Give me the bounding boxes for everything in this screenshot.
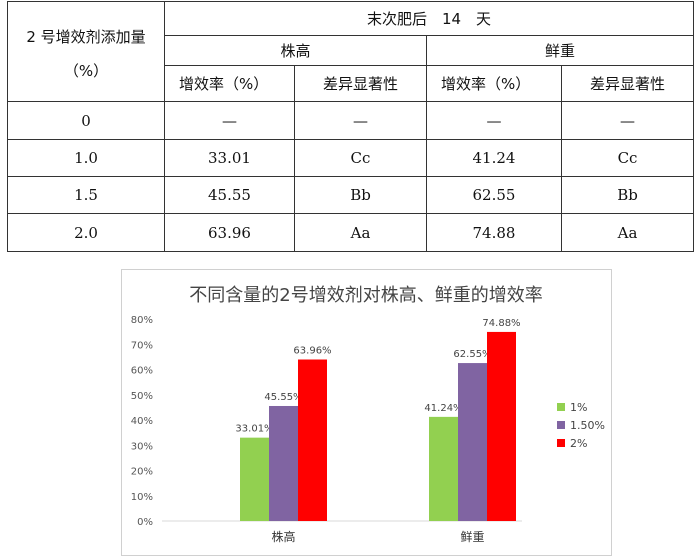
bar-data-label: 33.01% <box>235 424 273 435</box>
x-axis: 株高 鲜重 <box>271 529 484 544</box>
table-row: 1.0 33.01 Cc 41.24 Cc <box>7 139 695 177</box>
bar-株高-1% <box>240 437 269 521</box>
chart-canvas: 不同含量的2号增效剂对株高、鲜重的增效率 0% 10% 20% 30% 40% 50% 60… <box>131 285 605 544</box>
weight-rate-cell: 41.24 <box>426 139 562 177</box>
height-rate-cell: 45.55 <box>164 176 295 214</box>
y-tick-label: 30% <box>131 441 153 452</box>
weight-sig-cell: Bb <box>560 176 695 214</box>
x-category-label: 鲜重 <box>460 530 484 544</box>
bars: 33.01% 41.24% 45.55% 62.55% 63.96% 74.88% <box>235 318 521 521</box>
legend-swatch <box>557 439 565 447</box>
legend: 1% 1.50% 2% <box>557 401 605 450</box>
table-row: 0 — — — — <box>7 101 695 140</box>
dose-header: 2 号增效剂添加量 （%） <box>7 1 165 102</box>
plant-height-header: 株高 <box>164 35 427 66</box>
height-sig-cell: Aa <box>294 213 427 252</box>
weight-rate-cell: 62.55 <box>426 176 562 214</box>
weight-sig-cell: — <box>560 101 695 140</box>
bar-鲜重-2% <box>487 331 516 521</box>
height-rate-cell: — <box>164 101 295 140</box>
legend-label: 1.50% <box>570 419 605 432</box>
y-tick-label: 80% <box>131 315 153 326</box>
y-tick-label: 10% <box>131 492 153 503</box>
dose-header-line1: 2 号增效剂添加量 <box>26 28 146 46</box>
y-tick-label: 60% <box>131 366 153 377</box>
dose-cell: 0 <box>7 101 165 140</box>
bar-data-label: 63.96% <box>293 346 331 357</box>
time-header: 末次肥后 14 天 <box>163 1 695 36</box>
data-table: 2 号增效剂添加量 （%） 末次肥后 14 天 株高 鲜重 增效率（%） 差异显… <box>7 1 695 252</box>
weight-sig-cell: Aa <box>560 213 695 252</box>
y-tick-label: 70% <box>131 340 153 351</box>
legend-label: 1% <box>570 401 587 414</box>
legend-swatch <box>557 403 565 411</box>
x-category-label: 株高 <box>271 529 295 544</box>
bar-data-label: 41.24% <box>424 403 462 414</box>
height-sig-cell: Bb <box>294 176 427 214</box>
bar-data-label: 62.55% <box>453 349 491 360</box>
y-tick-label: 20% <box>131 467 153 478</box>
weight-rate-cell: 74.88 <box>426 213 562 252</box>
height-rate-cell: 33.01 <box>164 139 295 177</box>
weight-sig-header: 差异显著性 <box>560 65 695 102</box>
weight-rate-header: 增效率（%） <box>426 65 562 102</box>
table-row: 2.0 63.96 Aa 74.88 Aa <box>7 213 695 252</box>
dose-cell: 1.5 <box>7 176 165 214</box>
legend-label: 2% <box>570 437 587 450</box>
bar-株高-2% <box>298 359 327 521</box>
height-rate-cell: 63.96 <box>164 213 295 252</box>
height-sig-cell: — <box>294 101 427 140</box>
height-sig-header: 差异显著性 <box>294 65 427 102</box>
bar-chart: 不同含量的2号增效剂对株高、鲜重的增效率 0% 10% 20% 30% 40% 50% 60… <box>121 269 612 556</box>
dose-cell: 2.0 <box>7 213 165 252</box>
chart-title: 不同含量的2号增效剂对株高、鲜重的增效率 <box>189 285 542 306</box>
weight-sig-cell: Cc <box>560 139 695 177</box>
bar-鲜重-1% <box>429 416 458 521</box>
dose-cell: 1.0 <box>7 139 165 177</box>
bar-鲜重-1.50% <box>458 363 487 521</box>
legend-swatch <box>557 421 565 429</box>
height-sig-cell: Cc <box>294 139 427 177</box>
weight-rate-cell: — <box>426 101 562 140</box>
bar-data-label: 74.88% <box>482 318 520 329</box>
dose-header-line2: （%） <box>63 62 109 80</box>
y-tick-label: 0% <box>137 517 153 528</box>
y-tick-label: 50% <box>131 391 153 402</box>
y-tick-label: 40% <box>131 416 153 427</box>
height-rate-header: 增效率（%） <box>164 65 295 102</box>
fresh-weight-header: 鲜重 <box>425 35 695 66</box>
bar-data-label: 45.55% <box>264 392 302 403</box>
bar-株高-1.50% <box>269 405 298 521</box>
table-row: 1.5 45.55 Bb 62.55 Bb <box>7 176 695 214</box>
